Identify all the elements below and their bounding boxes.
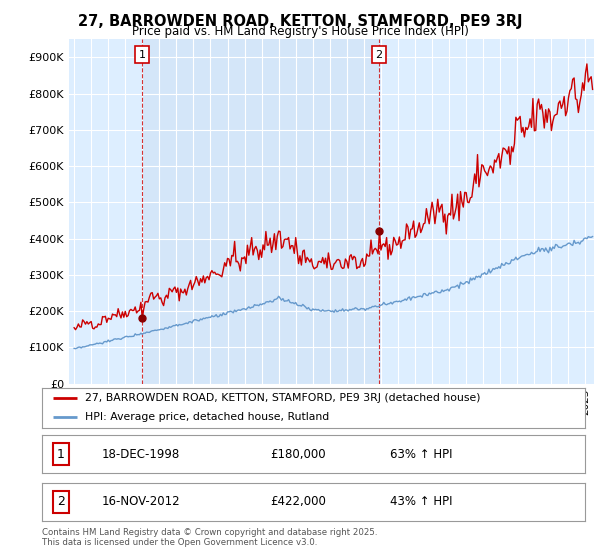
- Text: £422,000: £422,000: [270, 495, 326, 508]
- Text: 1: 1: [139, 49, 146, 59]
- Text: 18-DEC-1998: 18-DEC-1998: [102, 447, 180, 461]
- Text: Price paid vs. HM Land Registry's House Price Index (HPI): Price paid vs. HM Land Registry's House …: [131, 25, 469, 38]
- Text: 2: 2: [57, 495, 65, 508]
- Text: 16-NOV-2012: 16-NOV-2012: [102, 495, 181, 508]
- Text: 2: 2: [376, 49, 382, 59]
- Text: £180,000: £180,000: [270, 447, 326, 461]
- Text: 43% ↑ HPI: 43% ↑ HPI: [389, 495, 452, 508]
- Text: HPI: Average price, detached house, Rutland: HPI: Average price, detached house, Rutl…: [85, 412, 329, 422]
- Text: 1: 1: [57, 447, 65, 461]
- Text: 27, BARROWDEN ROAD, KETTON, STAMFORD, PE9 3RJ (detached house): 27, BARROWDEN ROAD, KETTON, STAMFORD, PE…: [85, 393, 481, 403]
- Text: Contains HM Land Registry data © Crown copyright and database right 2025.
This d: Contains HM Land Registry data © Crown c…: [42, 528, 377, 547]
- Text: 27, BARROWDEN ROAD, KETTON, STAMFORD, PE9 3RJ: 27, BARROWDEN ROAD, KETTON, STAMFORD, PE…: [78, 14, 522, 29]
- Bar: [142, 39, 379, 384]
- Text: 63% ↑ HPI: 63% ↑ HPI: [389, 447, 452, 461]
